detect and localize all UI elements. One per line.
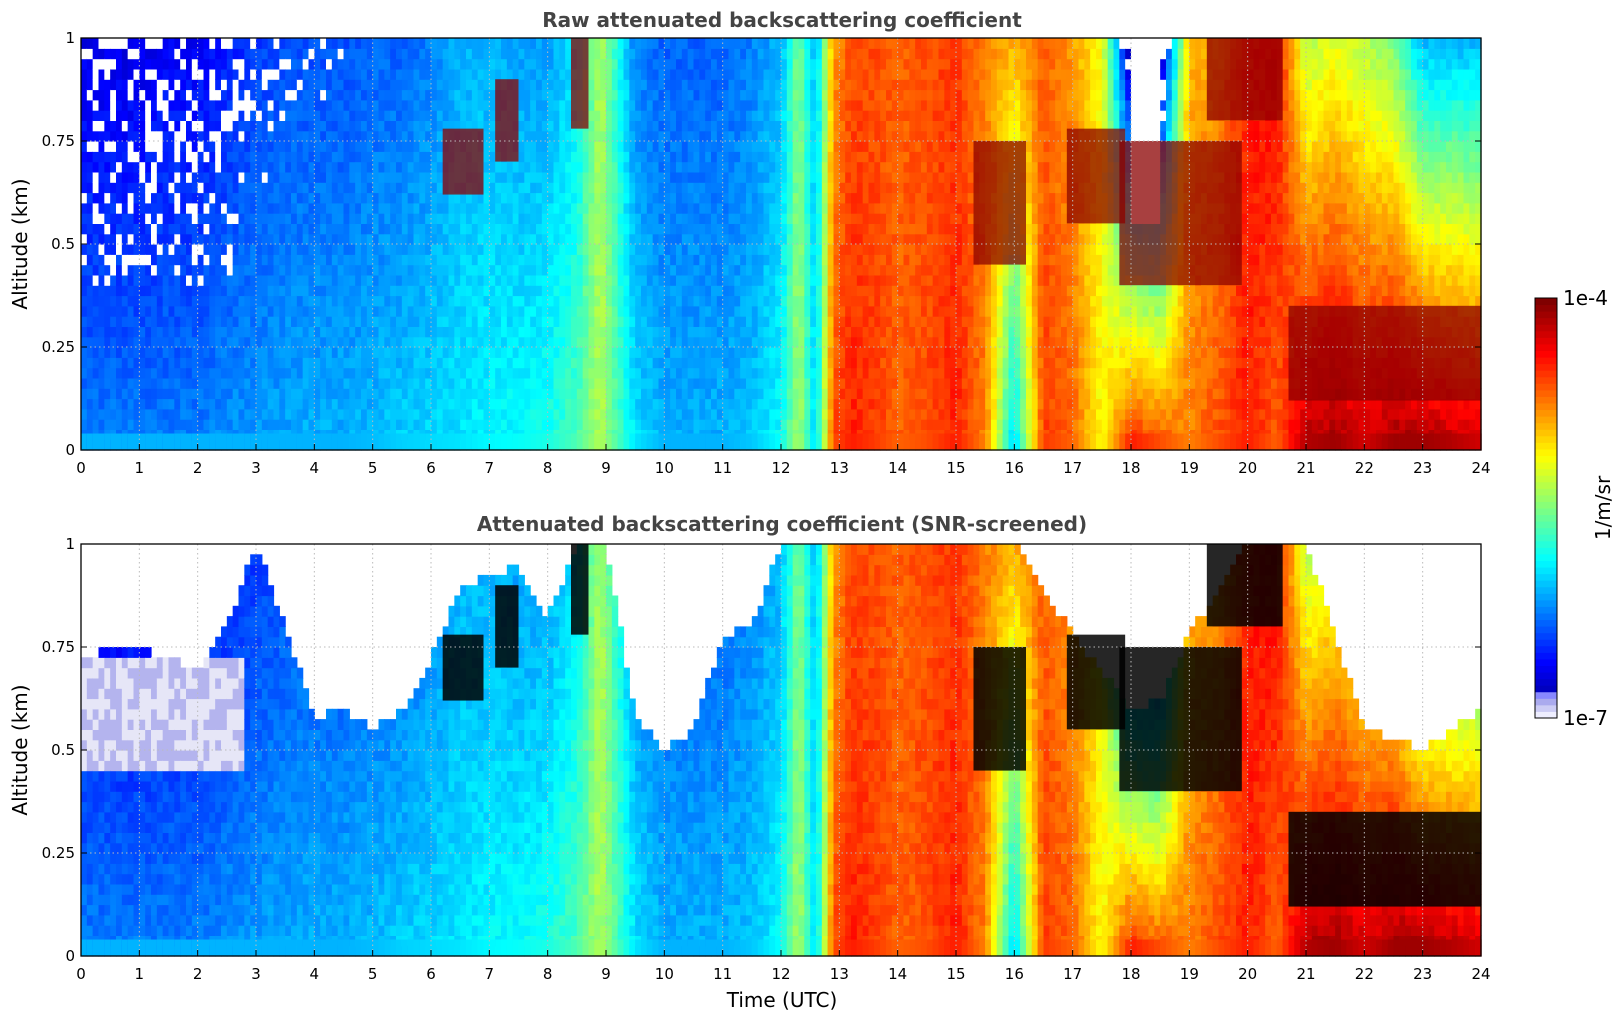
x-tick-label: 18 <box>1121 965 1140 983</box>
x-tick-label: 16 <box>1005 459 1024 477</box>
x-tick-label: 9 <box>601 965 611 983</box>
x-tick-label: 11 <box>713 965 732 983</box>
x-tick-label: 12 <box>771 965 790 983</box>
colorbar-max-label: 1e-4 <box>1563 286 1608 310</box>
x-tick-label: 15 <box>946 965 965 983</box>
x-tick-label: 0 <box>76 459 86 477</box>
x-tick-label: 20 <box>1238 965 1257 983</box>
x-tick-label: 22 <box>1355 965 1374 983</box>
x-tick-label: 4 <box>310 459 320 477</box>
x-tick-label: 24 <box>1471 965 1490 983</box>
x-tick-label: 8 <box>543 459 553 477</box>
x-tick-label: 9 <box>601 459 611 477</box>
colorbar-gradient <box>1535 298 1557 719</box>
x-tick-label: 21 <box>1296 965 1315 983</box>
x-tick-label: 5 <box>368 459 378 477</box>
x-tick-label: 16 <box>1005 965 1024 983</box>
y-tick-label: 0.5 <box>51 741 75 759</box>
x-tick-label: 13 <box>830 459 849 477</box>
x-tick-label: 21 <box>1296 459 1315 477</box>
x-tick-label: 17 <box>1063 965 1082 983</box>
x-tick-label: 3 <box>251 965 261 983</box>
y-tick-label: 0.75 <box>42 132 75 150</box>
panel2-grid <box>81 544 1481 956</box>
y-tick-label: 1 <box>65 535 75 553</box>
x-tick-label: 14 <box>888 459 907 477</box>
x-tick-label: 23 <box>1413 459 1432 477</box>
x-tick-label: 7 <box>485 459 495 477</box>
colorbar-frame <box>1534 297 1558 719</box>
x-tick-label: 1 <box>135 459 145 477</box>
x-tick-label: 14 <box>888 965 907 983</box>
x-tick-label: 24 <box>1471 459 1490 477</box>
y-tick-label: 1 <box>65 29 75 47</box>
x-tick-label: 19 <box>1180 965 1199 983</box>
x-tick-label: 11 <box>713 459 732 477</box>
y-tick-label: 0.75 <box>42 638 75 656</box>
panel1-y-axis-label: Altitude (km) <box>8 178 32 309</box>
panel1-title: Raw attenuated backscattering coefficien… <box>542 8 1022 32</box>
x-tick-label: 8 <box>543 965 553 983</box>
x-tick-label: 12 <box>771 459 790 477</box>
x-tick-label: 0 <box>76 965 86 983</box>
x-tick-label: 10 <box>655 965 674 983</box>
x-tick-label: 13 <box>830 965 849 983</box>
y-tick-label: 0.5 <box>51 235 75 253</box>
panel2-y-axis-label: Altitude (km) <box>8 684 32 815</box>
x-tick-label: 20 <box>1238 459 1257 477</box>
colorbar: 1e-4 1e-7 1/m/sr <box>1534 286 1615 730</box>
x-tick-label: 15 <box>946 459 965 477</box>
x-tick-label: 5 <box>368 965 378 983</box>
x-tick-label: 10 <box>655 459 674 477</box>
screened-backscatter-panel: Attenuated backscattering coefficient (S… <box>8 512 1491 1012</box>
x-tick-label: 6 <box>426 965 436 983</box>
x-tick-label: 7 <box>485 965 495 983</box>
panel2-x-ticks: 0 1 2 3 4 5 6 7 8 9 10 11 12 13 14 15 16 17 18 19 20 21 22 23 24 <box>76 950 1491 983</box>
panel2-y-ticks: 0 0.25 0.5 0.75 1 <box>42 535 1481 965</box>
x-tick-label: 1 <box>135 965 145 983</box>
y-tick-label: 0.25 <box>42 844 75 862</box>
x-tick-label: 3 <box>251 459 261 477</box>
panel2-title: Attenuated backscattering coefficient (S… <box>477 512 1087 536</box>
colorbar-unit-label: 1/m/sr <box>1591 475 1615 540</box>
x-tick-label: 23 <box>1413 965 1432 983</box>
raw-backscatter-panel: Raw attenuated backscattering coefficien… <box>8 8 1491 477</box>
x-tick-label: 2 <box>193 459 203 477</box>
x-tick-label: 4 <box>310 965 320 983</box>
x-tick-label: 19 <box>1180 459 1199 477</box>
colorbar-min-label: 1e-7 <box>1563 706 1608 730</box>
x-tick-label: 18 <box>1121 459 1140 477</box>
x-tick-label: 2 <box>193 965 203 983</box>
panel1-grid <box>81 38 1481 450</box>
y-tick-label: 0 <box>65 441 75 459</box>
x-tick-label: 17 <box>1063 459 1082 477</box>
y-tick-label: 0 <box>65 947 75 965</box>
panel1-heatmap <box>81 38 1482 451</box>
y-tick-label: 0.25 <box>42 338 75 356</box>
panel1-y-ticks: 0 0.25 0.5 0.75 1 <box>42 29 1481 459</box>
panel1-x-ticks: 0 1 2 3 4 5 6 7 8 9 10 11 12 13 14 15 16 17 18 19 20 21 22 23 24 <box>76 444 1491 477</box>
x-axis-label: Time (UTC) <box>726 988 838 1012</box>
x-tick-label: 22 <box>1355 459 1374 477</box>
x-tick-label: 6 <box>426 459 436 477</box>
panel2-heatmap <box>81 544 1482 957</box>
